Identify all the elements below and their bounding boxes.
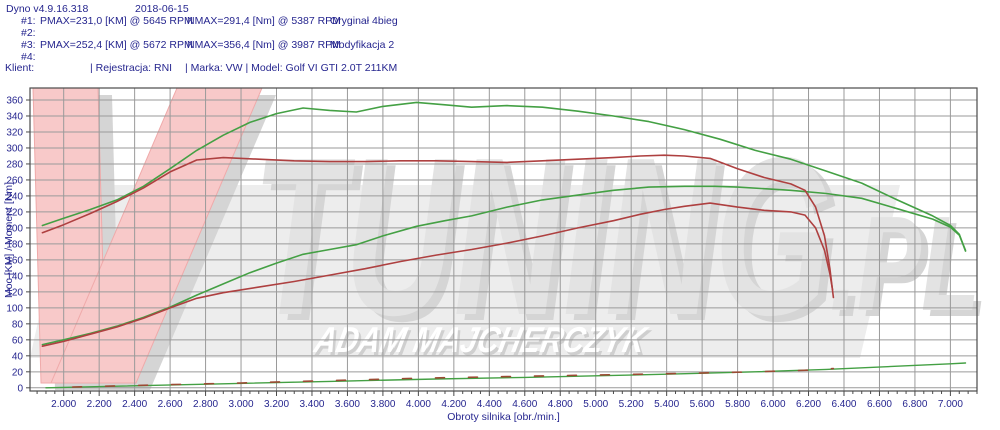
- axis-labels: 2.000 2.200 2.400 2.600 2.800 3.000 3.200 3.400…: [6, 95, 963, 410]
- series-moc-oryginal: [41, 202, 834, 348]
- watermark-suffix-shadow: .PL: [837, 194, 987, 345]
- run-pmax: PMAX=231,0 [KM] @ 5645 RPM: [40, 15, 193, 27]
- run-row-2: #2:: [0, 27, 1000, 39]
- svg-text:4.200: 4.200: [441, 399, 466, 410]
- svg-text:4.000: 4.000: [406, 399, 431, 410]
- svg-text:2.200: 2.200: [87, 399, 112, 410]
- svg-text:2.800: 2.800: [193, 399, 218, 410]
- run-row-3: #3: PMAX=252,4 [KM] @ 5672 RPM NMAX=356,…: [0, 39, 1000, 51]
- run-pmax: PMAX=252,4 [KM] @ 5672 RPM: [40, 39, 193, 51]
- x-axis-title: Obroty silnika [obr./min.]: [447, 411, 560, 423]
- svg-text:2.000: 2.000: [51, 399, 76, 410]
- svg-text:260: 260: [6, 175, 23, 186]
- svg-text:20: 20: [12, 367, 24, 378]
- svg-text:3.400: 3.400: [299, 399, 324, 410]
- svg-text:3.600: 3.600: [335, 399, 360, 410]
- svg-text:40: 40: [12, 351, 24, 362]
- report-date: 2018-06-15: [135, 3, 189, 15]
- svg-text:2.600: 2.600: [158, 399, 183, 410]
- svg-text:4.800: 4.800: [548, 399, 573, 410]
- watermark-text-shadow: TUNING: [260, 116, 840, 368]
- gridlines: [30, 88, 977, 391]
- svg-text:3.000: 3.000: [229, 399, 254, 410]
- run-row-1: #1: PMAX=231,0 [KM] @ 5645 RPM NMAX=291,…: [0, 15, 1000, 27]
- svg-text:300: 300: [6, 143, 23, 154]
- svg-text:60: 60: [12, 335, 24, 346]
- svg-text:2.400: 2.400: [122, 399, 147, 410]
- svg-text:280: 280: [6, 159, 23, 170]
- svg-text:5.600: 5.600: [690, 399, 715, 410]
- svg-text:5.000: 5.000: [583, 399, 608, 410]
- svg-text:7.000: 7.000: [938, 399, 963, 410]
- svg-text:340: 340: [6, 111, 23, 122]
- run-row-4: #4:: [0, 51, 1000, 63]
- svg-text:100: 100: [6, 303, 23, 314]
- svg-text:6.800: 6.800: [902, 399, 927, 410]
- axis-ticks: [26, 99, 978, 396]
- svg-text:140: 140: [6, 271, 23, 282]
- run-id: #1:: [21, 15, 36, 27]
- series-moment-modyfikacja-2: [41, 101, 967, 252]
- series-moc-modyfikacja-2: [41, 185, 967, 346]
- run-id: #4:: [21, 51, 36, 63]
- make-model: | Marka: VW | Model: Golf VI GTI 2.0T 21…: [185, 62, 398, 74]
- svg-text:120: 120: [6, 287, 23, 298]
- run-id: #2:: [21, 27, 36, 39]
- report-header: Dyno v4.9.16.318 2018-06-15 #1: PMAX=231…: [0, 0, 1000, 78]
- client-row: Klient: | Rejestracja: RNI | Marka: VW |…: [0, 62, 1000, 74]
- svg-text:180: 180: [6, 239, 23, 250]
- title-row: Dyno v4.9.16.318 2018-06-15: [0, 3, 1000, 15]
- client-label: Klient:: [5, 62, 35, 74]
- series-aux-modified: [45, 362, 967, 389]
- run-nmax: NMAX=291,4 [Nm] @ 5387 RPM: [187, 15, 341, 27]
- svg-text:3.200: 3.200: [264, 399, 289, 410]
- svg-text:0: 0: [17, 383, 23, 394]
- svg-text:5.200: 5.200: [619, 399, 644, 410]
- svg-text:6.200: 6.200: [796, 399, 821, 410]
- svg-text:240: 240: [6, 191, 23, 202]
- series-aux-original: [71, 367, 835, 388]
- app-title: Dyno v4.9.16.318: [6, 3, 89, 15]
- series-moment-oryginal: [41, 154, 835, 299]
- svg-text:160: 160: [6, 255, 23, 266]
- plot-border: [29, 87, 978, 392]
- svg-text:320: 320: [6, 127, 23, 138]
- watermark-suffix: .PL: [830, 188, 980, 339]
- svg-text:220: 220: [6, 207, 23, 218]
- y-axis-title: Moc [KM] / Moment [Nm]: [3, 182, 15, 298]
- svg-text:6.400: 6.400: [831, 399, 856, 410]
- registration: | Rejestracja: RNI: [90, 62, 173, 74]
- svg-text:80: 80: [12, 319, 24, 330]
- svg-text:5.800: 5.800: [725, 399, 750, 410]
- run-name: Oryginał 4bieg: [330, 15, 398, 27]
- svg-text:3.800: 3.800: [370, 399, 395, 410]
- svg-text:5.400: 5.400: [654, 399, 679, 410]
- svg-text:4.600: 4.600: [512, 399, 537, 410]
- svg-text:4.400: 4.400: [477, 399, 502, 410]
- svg-text:360: 360: [6, 95, 23, 106]
- run-nmax: NMAX=356,4 [Nm] @ 3987 RPM: [187, 39, 341, 51]
- svg-text:6.000: 6.000: [761, 399, 786, 410]
- svg-text:6.600: 6.600: [867, 399, 892, 410]
- run-name: Modyfikacja 2: [330, 39, 395, 51]
- svg-text:200: 200: [6, 223, 23, 234]
- run-id: #3:: [21, 39, 36, 51]
